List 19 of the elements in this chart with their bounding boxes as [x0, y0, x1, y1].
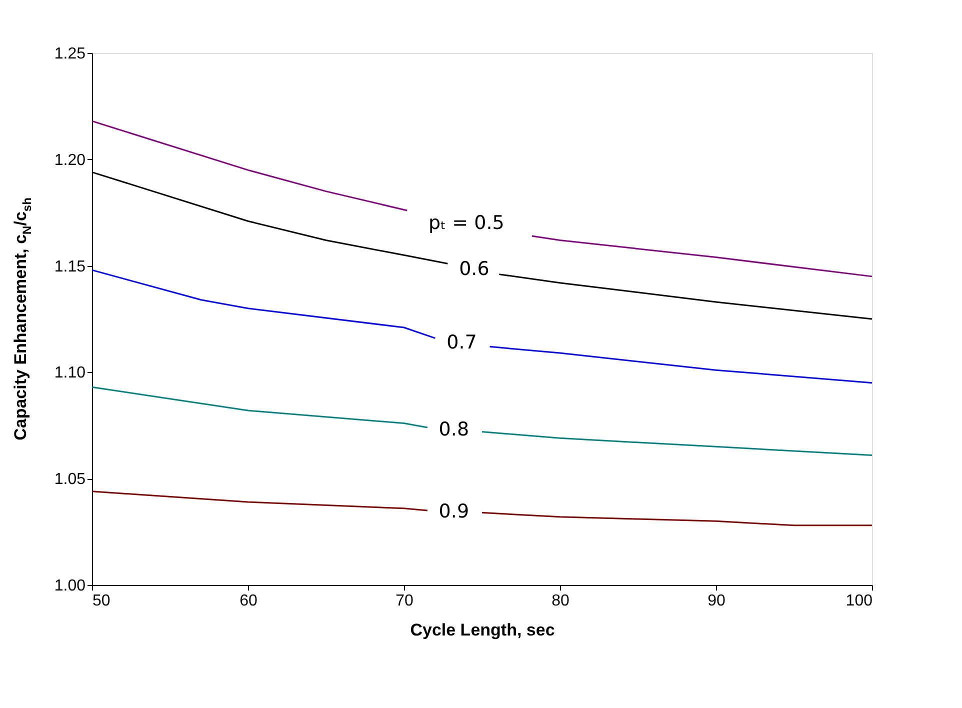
annotation: 0.9 — [438, 500, 470, 523]
annotation: pₜ = 0.5 — [428, 212, 504, 234]
x-tick-label: 70 — [396, 592, 414, 610]
x-tick-label: 90 — [708, 592, 726, 610]
y-tick-label: 1.05 — [54, 471, 86, 488]
x-tick-label: 80 — [552, 592, 570, 610]
annotation: 0.7 — [446, 331, 477, 354]
annotation: 0.6 — [459, 258, 490, 280]
y-tick-label: 1.15 — [54, 258, 86, 276]
y-tick-label: 1.20 — [54, 152, 86, 169]
annotation: 0.8 — [438, 418, 470, 441]
y-axis-title: Capacity Enhancement, cN/csh — [11, 198, 34, 440]
x-tick-label: 100 — [846, 592, 873, 610]
y-tick-label: 1.10 — [54, 364, 86, 382]
x-axis-title: Cycle Length, sec — [410, 620, 555, 640]
x-tick-label: 50 — [92, 592, 110, 610]
y-tick-label: 1.25 — [54, 46, 86, 62]
x-tick-label: 60 — [240, 592, 258, 610]
y-tick-label: 1.00 — [54, 578, 86, 594]
